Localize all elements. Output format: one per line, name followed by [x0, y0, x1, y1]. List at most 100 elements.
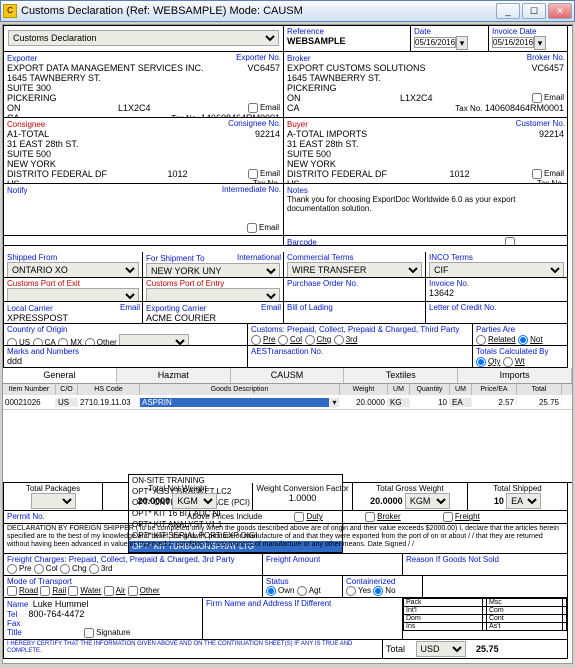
cell-qty: 10 — [410, 398, 450, 407]
notes-text: Thank you for choosing ExportDoc Worldwi… — [287, 195, 564, 213]
status-agt[interactable]: Agt — [297, 586, 321, 595]
consignee-no-label: Consignee No. — [228, 119, 281, 128]
shipfrom-label: Shipped From — [7, 253, 139, 262]
cell-um: KG — [388, 398, 410, 407]
customs-col[interactable]: Col — [278, 335, 302, 344]
exporter-no-label: Exporter No. — [236, 53, 281, 62]
permit-label: Permit No. — [7, 512, 45, 521]
coo-us[interactable]: US — [7, 338, 30, 346]
coo-mx[interactable]: MX — [58, 338, 82, 346]
tab-imports[interactable]: Imports — [458, 368, 572, 383]
coo-other[interactable]: Other — [85, 338, 117, 346]
freight-pre[interactable]: Pre — [7, 564, 31, 573]
marks-value: ddd — [7, 356, 244, 366]
expcarrier-label: Exporting Carrier — [146, 304, 206, 313]
shipped-unit[interactable]: EA — [506, 493, 541, 509]
invoice-date-input[interactable]: 05/16/2016 — [492, 37, 534, 48]
window-title: Customs Declaration (Ref: WEBSAMPLE) Mod… — [21, 5, 496, 17]
barcode-check[interactable] — [505, 237, 515, 246]
tab-hazmat[interactable]: Hazmat — [117, 368, 231, 383]
netw-unit[interactable]: KGM — [172, 493, 217, 509]
mode-other[interactable]: Other — [128, 586, 160, 595]
minimize-button[interactable]: _ — [496, 3, 520, 19]
broker-email-check[interactable]: Email — [532, 93, 564, 103]
exporter-city: PICKERING — [7, 93, 280, 103]
buyer-region: DISTRITO FEDERAL DF — [287, 169, 387, 179]
exporter-region: ON — [7, 103, 21, 113]
cont-yes[interactable]: Yes — [346, 586, 371, 595]
customs-pre[interactable]: Pre — [251, 335, 275, 344]
gross-unit[interactable]: KGM — [405, 493, 450, 509]
close-button[interactable]: ✕ — [548, 3, 572, 19]
exporter-addr1: 1645 TAWNBERRY ST. — [7, 73, 280, 83]
totalsby-qty[interactable]: Qty — [476, 357, 500, 366]
invoice-date-dropdown-icon[interactable]: ▾ — [534, 36, 546, 50]
tab-textiles[interactable]: Textiles — [344, 368, 458, 383]
mode-water[interactable]: Water — [68, 586, 101, 595]
freight-col[interactable]: Col — [34, 564, 58, 573]
total-label: Total — [386, 644, 405, 654]
broker-city: PICKERING — [287, 83, 564, 93]
inco-combo[interactable]: CIF — [429, 262, 564, 278]
portexit-combo[interactable] — [7, 288, 139, 302]
grid-row[interactable]: 00021026 US 2710.19.11.03 ASPRIN ▾ 20.00… — [3, 395, 572, 410]
exporter-email-check[interactable]: Email — [248, 103, 280, 113]
parties-label: Parties Are — [476, 325, 564, 334]
freight-3rd[interactable]: 3rd — [89, 564, 113, 573]
coo-ca[interactable]: CA — [33, 338, 56, 346]
customs-chg[interactable]: Chg — [305, 335, 332, 344]
tab-causm[interactable]: CAUSM — [231, 368, 345, 383]
signature-check[interactable]: Signature — [84, 628, 130, 637]
gross-label: Total Gross Weight — [356, 484, 464, 493]
consignee-region: DISTRITO FEDERAL DF — [7, 169, 107, 179]
gross-value: 20.0000 — [370, 496, 403, 506]
duty-check[interactable]: Duty — [294, 512, 322, 521]
freight-amt-label: Freight Amount — [266, 555, 399, 564]
mode-road[interactable]: Road — [7, 586, 38, 595]
mode-rail[interactable]: Rail — [40, 586, 66, 595]
firm-label: Firm Name and Address If Different — [206, 599, 399, 608]
invoiceno-value: 13642 — [429, 288, 564, 298]
cont-no[interactable]: No — [373, 586, 395, 595]
freight-label: Freight Charges: Prepaid, Collect, Prepa… — [7, 555, 259, 564]
date-dropdown-icon[interactable]: ▾ — [456, 36, 468, 50]
maximize-button[interactable]: ☐ — [522, 3, 546, 19]
buyer-addr1: 31 EAST 28th ST. — [287, 139, 564, 149]
totpkg-label: Total Packages — [7, 484, 99, 493]
notify-email-check[interactable]: Email — [247, 223, 279, 233]
doc-type-combo[interactable]: Customs Declaration — [8, 30, 279, 46]
totpkg-combo[interactable] — [31, 493, 76, 509]
portentry-combo[interactable] — [146, 288, 280, 302]
cell-desc-dropdown-icon[interactable]: ▾ — [330, 398, 340, 407]
buyer-name: A-TOTAL IMPORTS — [287, 129, 367, 139]
parties-related[interactable]: Related — [476, 335, 516, 344]
status-own[interactable]: Own — [266, 586, 294, 595]
grid-header: Item Number C/O HS Code Goods Descriptio… — [3, 384, 572, 395]
cert-text: I HEREBY CERTIFY THAT THE INFORMATION GI… — [3, 640, 383, 659]
portexit-label: Customs Port of Exit — [7, 279, 139, 288]
date-input[interactable]: 05/16/2016 — [414, 37, 456, 48]
totalsby-wt[interactable]: Wt — [503, 357, 525, 366]
shipfrom-combo[interactable]: ONTARIO XO — [7, 262, 139, 278]
currency-combo[interactable]: USD — [416, 641, 466, 657]
totalsby-label: Totals Calculated By — [476, 347, 564, 356]
form-body: Customs Declaration Reference WEBSAMPLE … — [2, 24, 573, 664]
commterms-combo[interactable]: WIRE TRANSFER — [287, 262, 422, 278]
exporter-label: Exporter — [7, 54, 37, 63]
broker-check[interactable]: Broker — [365, 512, 401, 521]
freight-check[interactable]: Freight — [443, 512, 480, 521]
cell-desc[interactable]: ASPRIN — [140, 398, 330, 407]
tab-strip: General Hazmat CAUSM Textiles Imports — [3, 368, 572, 384]
consignee-email-check[interactable]: Email — [248, 169, 280, 179]
customs-3rd[interactable]: 3rd — [334, 335, 358, 344]
shipto-combo[interactable]: NEW YORK UNY — [146, 263, 280, 278]
signer-name: Luke Hummel — [33, 599, 89, 609]
mode-air[interactable]: Air — [104, 586, 126, 595]
freight-chg[interactable]: Chg — [60, 564, 87, 573]
mode-label: Mode of Transport — [7, 577, 259, 586]
coo-other-combo[interactable] — [119, 334, 189, 346]
buyer-no: 92214 — [539, 129, 564, 139]
buyer-email-check[interactable]: Email — [532, 169, 564, 179]
exporter-postal: L1X2C4 — [118, 103, 151, 113]
tab-general[interactable]: General — [3, 368, 117, 383]
